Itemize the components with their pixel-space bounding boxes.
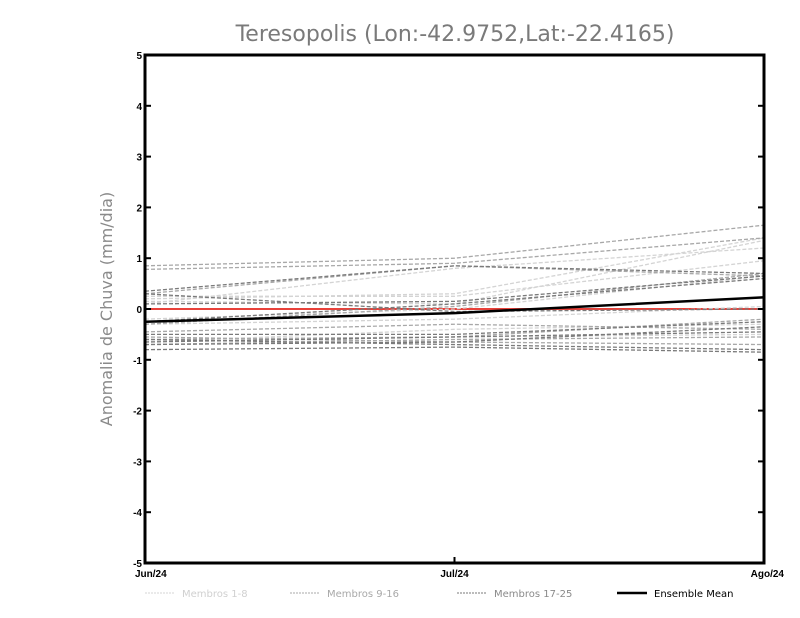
member-line-group1-7 <box>144 247 765 305</box>
y-tick-label: 4 <box>136 102 142 113</box>
member-line-group2-1 <box>144 224 765 267</box>
chart-title: Teresopolis (Lon:-42.9752,Lat:-22.4165) <box>235 22 675 47</box>
member-line-group3-8 <box>144 338 765 351</box>
legend-label: Membros 1-8 <box>182 589 248 600</box>
member-line-group3-1 <box>144 265 765 292</box>
y-tick-label: 1 <box>136 254 142 265</box>
legend-label: Membros 17-25 <box>494 589 572 600</box>
member-line-group1-8 <box>144 305 765 325</box>
member-line-group2-6 <box>144 323 765 333</box>
y-tick-label: 2 <box>136 203 142 214</box>
member-line-group2-5 <box>144 336 765 346</box>
y-tick-label: -1 <box>133 356 142 367</box>
y-tick-label: 0 <box>136 305 142 316</box>
member-line-group1-4 <box>145 260 765 297</box>
member-line-group3-6 <box>144 326 765 346</box>
y-tick-label: -2 <box>133 407 142 418</box>
member-line-group3-5 <box>144 277 765 323</box>
y-tick-label: -3 <box>133 457 142 468</box>
ensemble-mean-line <box>144 296 765 323</box>
member-line-group3-4 <box>144 331 765 343</box>
member-line-group1-1 <box>144 237 765 300</box>
x-tick-label: Jun/24 <box>135 569 167 580</box>
y-tick-label: -5 <box>133 559 142 570</box>
member-line-group3-2 <box>144 293 765 313</box>
member-line-group3-9 <box>144 275 765 305</box>
member-line-group2-2 <box>144 265 765 295</box>
legend-label: Membros 9-16 <box>327 589 399 600</box>
x-tick-label: Jul/24 <box>440 569 469 580</box>
x-tick-label: Ago/24 <box>751 569 785 580</box>
y-tick-label: 5 <box>136 51 142 62</box>
legend-label: Ensemble Mean <box>654 589 733 600</box>
member-line-group1-2 <box>144 239 765 305</box>
y-tick-label: -4 <box>133 508 142 519</box>
member-line-group3-3 <box>144 346 765 353</box>
member-line-group2-7 <box>144 237 765 271</box>
y-axis-label: Anomalia de Chuva (mm/dia) <box>97 192 116 426</box>
y-tick-label: 3 <box>136 153 142 164</box>
member-line-group3-7 <box>145 321 765 336</box>
